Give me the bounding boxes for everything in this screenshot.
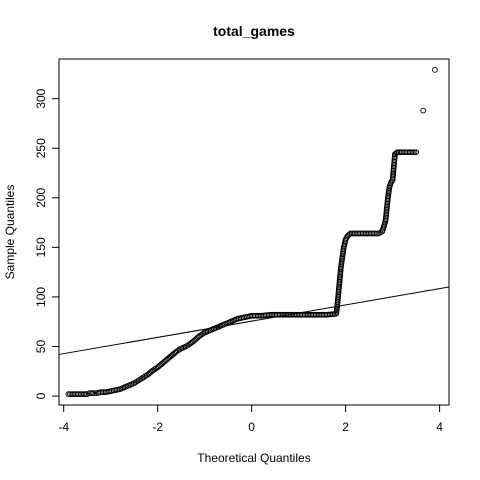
- reference-line-group: [58, 286, 450, 355]
- data-point: [410, 149, 416, 156]
- y-tick-label: 300: [34, 88, 48, 108]
- chart-title: total_games: [213, 23, 295, 39]
- plot-frame: [58, 58, 450, 406]
- data-point: [420, 107, 427, 114]
- y-tick-label: 200: [34, 187, 48, 207]
- y-tick-label: 100: [34, 287, 48, 307]
- data-point: [91, 390, 98, 396]
- x-axis-label: Theoretical Quantiles: [197, 451, 310, 465]
- data-point: [88, 390, 94, 396]
- y-axis-label: Sample Quantiles: [3, 185, 17, 280]
- data-point: [374, 230, 380, 237]
- x-tick-label: 0: [248, 420, 255, 434]
- data-point: [432, 67, 438, 73]
- x-tick-label: -4: [58, 420, 69, 434]
- y-axis: 0 50 100 150 200 250 300: [34, 88, 60, 399]
- x-tick-label: 4: [436, 420, 443, 434]
- x-axis: -4 -2 0 2 4: [58, 404, 443, 434]
- y-tick-label: 50: [34, 340, 48, 354]
- y-tick-label: 250: [34, 138, 48, 158]
- data-point: [81, 391, 87, 397]
- x-tick-label: -2: [152, 420, 163, 434]
- y-tick-label: 0: [34, 392, 48, 399]
- data-point: [411, 149, 418, 156]
- x-tick-label: 2: [342, 420, 349, 434]
- y-tick-label: 150: [34, 237, 48, 257]
- data-point: [89, 390, 96, 396]
- data-point: [413, 149, 419, 156]
- qq-reference-line: [58, 286, 450, 355]
- data-points: [65, 67, 438, 397]
- data-point: [82, 391, 89, 397]
